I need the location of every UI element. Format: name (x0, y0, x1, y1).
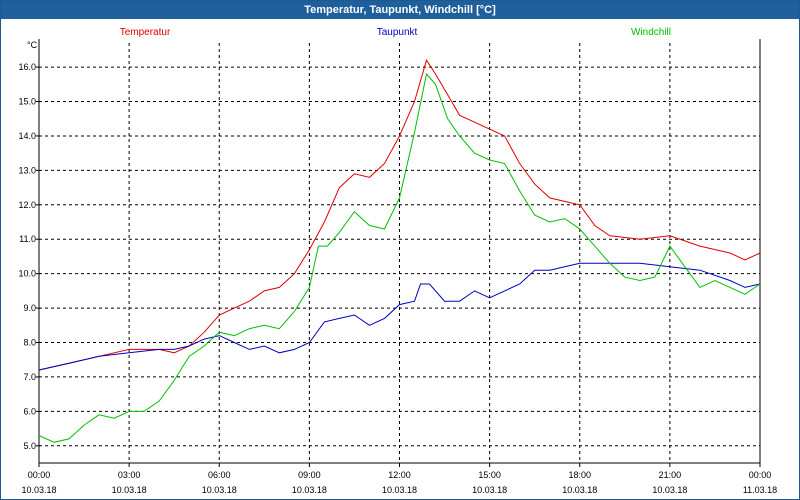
legend-entry-windchill: Windchill (631, 27, 671, 38)
y-tick-label: 13.0 (18, 165, 36, 175)
x-tick-date: 10.03.18 (292, 485, 327, 495)
chart-title: Temperatur, Taupunkt, Windchill [°C] (1, 1, 799, 19)
y-tick-label: 5.0 (23, 441, 36, 451)
x-tick-date: 11.03.18 (743, 485, 777, 495)
x-tick-date: 10.03.18 (112, 485, 147, 495)
series-line-temperatur (38, 59, 761, 371)
axes (36, 39, 761, 467)
series-lines (38, 59, 761, 443)
y-tick-label: 16.0 (18, 62, 36, 72)
x-tick-time: 00:00 (749, 470, 772, 480)
y-tick-label: 15.0 (18, 97, 36, 107)
x-tick-date: 10.03.18 (202, 485, 237, 495)
y-tick-label: 14.0 (18, 131, 36, 141)
x-tick-date: 10.03.18 (652, 485, 687, 495)
series-line-windchill (38, 72, 761, 443)
y-tick-label: 6.0 (23, 406, 36, 416)
x-tick-time: 18:00 (568, 470, 591, 480)
y-tick-label: 7.0 (23, 372, 36, 382)
legend-entry-temperatur: Temperatur (120, 27, 171, 38)
x-tick-time: 00:00 (28, 470, 51, 480)
x-tick-time: 06:00 (208, 470, 231, 480)
x-tick-time: 09:00 (298, 470, 321, 480)
x-tick-date: 10.03.18 (382, 485, 417, 495)
x-tick-date: 10.03.18 (21, 485, 56, 495)
series-line-taupunkt (38, 262, 761, 371)
y-tick-label: 10.0 (18, 269, 36, 279)
legend-entry-taupunkt: Taupunkt (377, 27, 418, 38)
y-tick-label: 12.0 (18, 200, 36, 210)
grid-lines (39, 43, 760, 463)
x-tick-time: 21:00 (659, 470, 682, 480)
x-tick-time: 15:00 (478, 470, 501, 480)
x-tick-date: 10.03.18 (562, 485, 597, 495)
x-tick-time: 03:00 (118, 470, 141, 480)
y-tick-labels: 5.0 6.0 7.0 8.0 9.0 10.0 11.0 12.0 13.0 14.0 15.0 1… (18, 62, 36, 451)
y-axis-label: °C (27, 40, 38, 50)
y-tick-label: 11.0 (19, 234, 36, 244)
y-tick-label: 8.0 (23, 338, 36, 348)
x-tick-date: 10.03.18 (472, 485, 507, 495)
x-tick-labels: 00:00 10.03.18 03:00 10.03.18 06:00 10.03.18 0… (21, 470, 777, 495)
x-tick-time: 12:00 (388, 470, 411, 480)
y-tick-label: 9.0 (23, 303, 36, 313)
legend: Temperatur Taupunkt Windchill (120, 27, 671, 38)
